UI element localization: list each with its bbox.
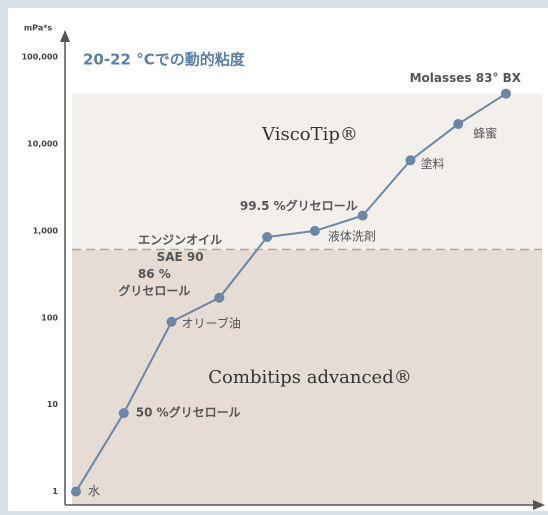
y-tick-label: 1 xyxy=(52,487,58,496)
point-label: 50 %グリセロール xyxy=(136,405,241,420)
point-label: 水 xyxy=(88,484,100,498)
data-point xyxy=(166,316,177,327)
data-point xyxy=(262,232,273,243)
data-point xyxy=(118,408,129,419)
point-label: Molasses 83° BX xyxy=(410,71,522,85)
point-label: 99.5 %グリセロール xyxy=(240,198,358,213)
point-label: エンジンオイル SAE 90 xyxy=(138,233,222,264)
series-line xyxy=(75,92,507,493)
point-label: 液体洗剤 xyxy=(328,228,376,243)
x-axis-arrow xyxy=(533,500,545,510)
point-label: オリーブ油 xyxy=(182,315,241,330)
y-tick-label: 10 xyxy=(47,400,59,409)
region-label: Combitips advanced® xyxy=(208,367,411,388)
data-point xyxy=(405,155,416,166)
y-axis-arrow xyxy=(60,30,70,42)
data-point xyxy=(357,210,368,221)
regions xyxy=(72,93,542,505)
y-tick-label: 1,000 xyxy=(33,226,59,235)
point-label: 86 %グリセロール xyxy=(118,266,190,297)
region xyxy=(72,250,542,505)
y-axis-label: mPa*s xyxy=(24,24,53,33)
y-tick-label: 10,000 xyxy=(27,140,58,149)
y-tick-label: 100 xyxy=(41,313,58,322)
data-point xyxy=(71,486,81,497)
data-point xyxy=(501,88,511,99)
data-point xyxy=(214,292,225,303)
data-point xyxy=(309,225,320,236)
region xyxy=(72,93,542,251)
data-point xyxy=(453,119,464,130)
chart-title: 20-22 °Cでの動的粘度 xyxy=(83,51,246,69)
point-label: 蜂蜜 xyxy=(473,126,497,141)
region-label: ViscoTip® xyxy=(261,124,358,145)
point-label: 塗料 xyxy=(420,156,444,171)
y-tick-label: 100,000 xyxy=(22,53,59,62)
